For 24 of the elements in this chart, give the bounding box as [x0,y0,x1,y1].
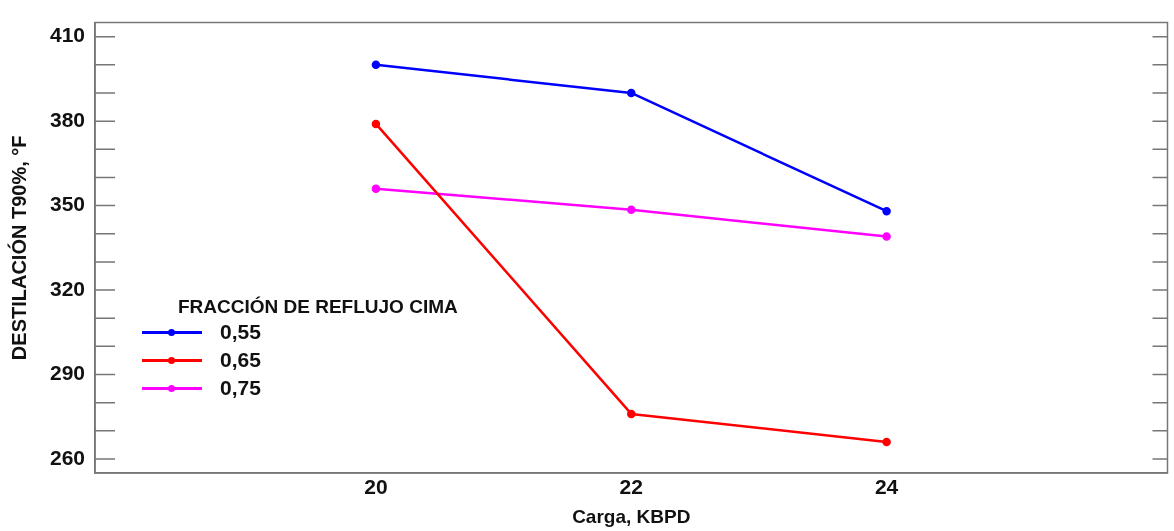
point [882,206,891,216]
legend-label: 0,55 [220,320,261,344]
y-tick-label: 410 [49,23,86,47]
y-tick-label: 290 [49,361,86,385]
legend-label: 0,75 [220,376,261,400]
x-axis-title: Carga, KBPD [572,505,691,527]
y-tick-label: 350 [49,192,86,216]
point [627,409,636,419]
point [371,184,381,193]
point [371,60,381,70]
x-tick-label: 22 [619,475,643,499]
point [371,119,381,129]
x-tick-label: 20 [364,475,388,499]
y-tick-label: 380 [49,107,86,131]
legend-label: 0,65 [220,348,261,372]
point [882,437,891,447]
point [627,205,636,215]
x-tick-label: 24 [874,475,899,499]
point [627,88,636,98]
y-tick-label: 320 [49,276,86,300]
legend-title: FRACCIÓN DE REFLUJO CIMA [178,296,458,318]
point [882,232,891,241]
y-axis-title: DESTILACIÓN T90%, °F [6,135,30,361]
y-tick-label: 260 [49,445,86,469]
